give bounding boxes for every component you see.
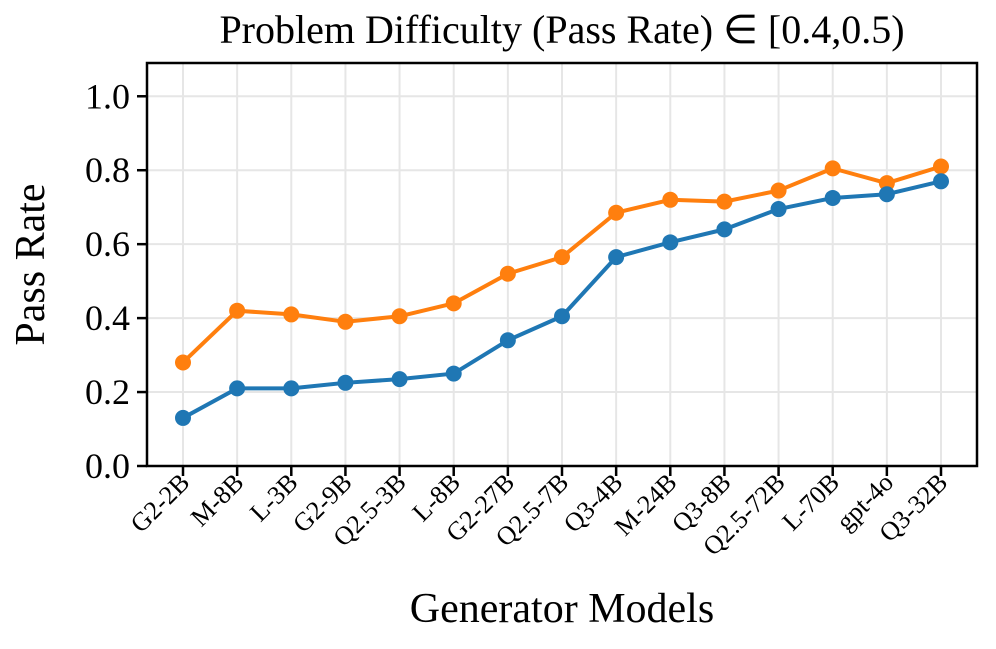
lower-series-blue-point	[283, 380, 300, 397]
chart-title: Problem Difficulty (Pass Rate) ∈ [0.4,0.…	[219, 7, 905, 52]
upper-series-orange-point	[770, 182, 787, 199]
x-tick-label: L-70B	[776, 468, 845, 537]
upper-series-orange-point	[608, 204, 625, 221]
y-tick-label: 1.0	[85, 76, 130, 116]
upper-series-orange-point	[662, 191, 679, 208]
axis-layer: 0.00.20.40.60.81.0G2-2BM-8BL-3BG2-9BQ2.5…	[85, 61, 979, 561]
upper-series-orange-point	[824, 160, 841, 177]
upper-series-orange-point	[337, 313, 354, 330]
upper-series-orange-point	[229, 302, 246, 319]
upper-series-orange-point	[554, 249, 570, 266]
lower-series-blue-point	[770, 201, 787, 218]
lower-series-blue-point	[229, 380, 246, 397]
y-tick-label: 0.8	[85, 150, 130, 190]
lower-series-blue-point	[933, 173, 949, 190]
lower-series-blue-point	[499, 332, 516, 349]
upper-series-orange-point	[499, 265, 516, 282]
upper-series-orange-point	[878, 175, 895, 192]
upper-series-orange-point	[445, 295, 462, 312]
x-tick-label: G2-2B	[125, 468, 196, 539]
y-tick-label: 0.2	[85, 372, 130, 412]
upper-series-orange-point	[391, 308, 408, 325]
lower-series-blue-point	[608, 249, 625, 266]
lower-series-blue-point	[554, 308, 570, 325]
series-layer	[175, 158, 949, 426]
upper-series-orange-point	[716, 193, 733, 210]
y-tick-label: 0.0	[85, 446, 130, 486]
lower-series-blue-point	[175, 409, 191, 426]
upper-series-orange-point	[933, 158, 949, 175]
lower-series-blue-point	[391, 371, 408, 388]
lower-series-blue-point	[445, 365, 462, 382]
lower-series-blue-point	[824, 189, 841, 206]
lower-series-blue-point	[337, 374, 354, 391]
lower-series-blue-point	[716, 221, 733, 238]
lower-series-blue-point	[878, 186, 895, 203]
upper-series-orange-point	[283, 306, 300, 323]
y-axis-label: Pass Rate	[8, 183, 54, 345]
lower-series-blue-point	[662, 234, 679, 251]
y-tick-label: 0.6	[85, 224, 130, 264]
x-tick-label: M-8B	[185, 468, 249, 532]
y-tick-label: 0.4	[85, 298, 130, 338]
x-axis-label: Generator Models	[410, 586, 714, 632]
x-tick-label: M-24B	[609, 468, 683, 542]
upper-series-orange-point	[175, 354, 191, 371]
